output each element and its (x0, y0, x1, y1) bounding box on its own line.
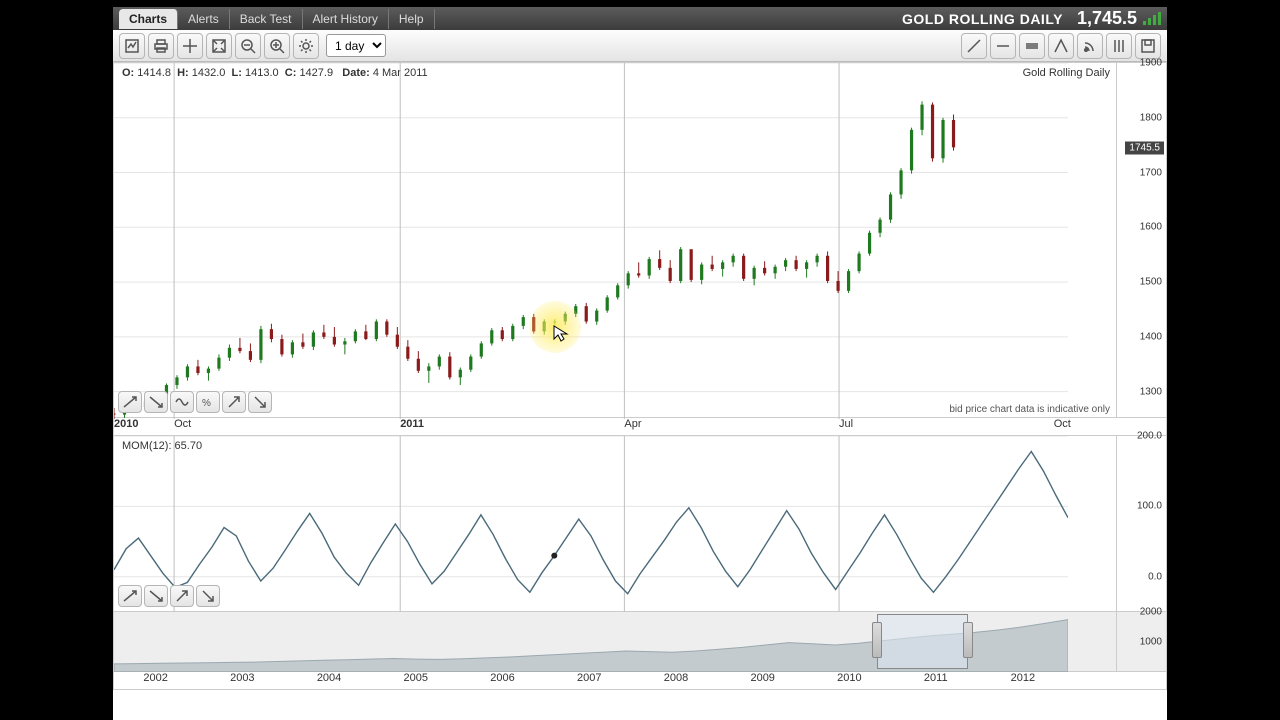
rss-icon[interactable] (1077, 33, 1103, 59)
arrow-se-icon[interactable] (248, 391, 272, 413)
momentum-yaxis: 0.0100.0200.0 (1116, 436, 1166, 611)
navigator-time-axis: 2002 2003 2004 2005 2006 2007 2008 2009 2010 2011… (113, 672, 1167, 690)
ytick: 1800 (1140, 112, 1162, 123)
xlabel: Apr (624, 418, 641, 430)
ytick: 1000 (1140, 637, 1162, 648)
arrow-se-icon[interactable] (196, 585, 220, 607)
navigator-grip-left[interactable] (872, 622, 882, 658)
price-mini-tools: % (118, 391, 272, 413)
navigator-grip-right[interactable] (963, 622, 973, 658)
nav-tab-alert-history[interactable]: Alert History (303, 9, 389, 29)
chart-area: O: 1414.8 H: 1432.0 L: 1413.0 C: 1427.9 … (113, 62, 1167, 720)
ytick: 0.0 (1148, 571, 1162, 582)
ytick: 1400 (1140, 331, 1162, 342)
nav-tab-charts[interactable]: Charts (119, 9, 178, 29)
ytick: 1900 (1140, 58, 1162, 69)
price-tag: 1745.5 (1125, 141, 1164, 154)
momentum-mini-tools (118, 585, 220, 607)
app-window: ChartsAlertsBack TestAlert HistoryHelp G… (113, 7, 1167, 720)
nav-tab-alerts[interactable]: Alerts (178, 9, 230, 29)
ytick: 200.0 (1137, 431, 1162, 442)
xlabel: Oct (174, 418, 191, 430)
channel-icon[interactable] (1019, 33, 1045, 59)
trend-down-icon[interactable] (144, 585, 168, 607)
navigator-window[interactable] (877, 614, 968, 669)
ytick: 1500 (1140, 277, 1162, 288)
momentum-panel[interactable]: MOM(12): 65.70 0.0100.0200.0 (113, 436, 1167, 612)
nav-year: 2012 (1011, 672, 1035, 684)
arrow-ne-icon[interactable] (170, 585, 194, 607)
toolbar: 1 day (113, 30, 1167, 62)
svg-text:%: % (202, 398, 211, 409)
nav-year: 2004 (317, 672, 341, 684)
ytick: 100.0 (1137, 501, 1162, 512)
xlabel: Oct (1054, 418, 1071, 430)
nav-tab-back-test[interactable]: Back Test (230, 9, 303, 29)
zoom-out-icon[interactable] (235, 33, 261, 59)
signal-bars-icon (1143, 12, 1161, 25)
trend-down-icon[interactable] (144, 391, 168, 413)
xlabel: 2011 (400, 418, 424, 430)
price-time-axis: 2010 Oct 2011 Apr Jul Oct (113, 418, 1167, 436)
fit-icon[interactable] (206, 33, 232, 59)
chart-icon[interactable] (119, 33, 145, 59)
nav-tab-help[interactable]: Help (389, 9, 435, 29)
nav-year: 2009 (750, 672, 774, 684)
ticker-name: GOLD ROLLING DAILY (902, 11, 1063, 27)
ytick: 1300 (1140, 386, 1162, 397)
hline-icon[interactable] (990, 33, 1016, 59)
gear-icon[interactable] (293, 33, 319, 59)
ticker-price: 1,745.5 (1077, 8, 1137, 29)
trend-up-icon[interactable] (118, 391, 142, 413)
save-icon[interactable] (1135, 33, 1161, 59)
columns-icon[interactable] (1106, 33, 1132, 59)
nav-year: 2005 (404, 672, 428, 684)
price-yaxis: 13001400150016001700180019001745.5 (1116, 63, 1166, 417)
nav-year: 2002 (143, 672, 167, 684)
nav-year: 2011 (924, 672, 948, 684)
zoom-in-icon[interactable] (264, 33, 290, 59)
navigator-panel[interactable]: 10002000 (113, 612, 1167, 672)
ytick: 1600 (1140, 222, 1162, 233)
price-chart-panel[interactable]: O: 1414.8 H: 1432.0 L: 1413.0 C: 1427.9 … (113, 62, 1167, 418)
fib-icon[interactable] (1048, 33, 1074, 59)
nav-tabs: ChartsAlertsBack TestAlert HistoryHelp (119, 9, 435, 29)
navigator-yaxis: 10002000 (1116, 612, 1166, 671)
ytick: 2000 (1140, 607, 1162, 618)
nav-year: 2007 (577, 672, 601, 684)
timeframe-select[interactable]: 1 day (326, 34, 386, 57)
nav-year: 2010 (837, 672, 861, 684)
nav-year: 2008 (664, 672, 688, 684)
xlabel: Jul (839, 418, 853, 430)
arrow-ne-icon[interactable] (222, 391, 246, 413)
nav-year: 2006 (490, 672, 514, 684)
percent-icon[interactable]: % (196, 391, 220, 413)
ytick: 1700 (1140, 167, 1162, 178)
print-icon[interactable] (148, 33, 174, 59)
oscillator-icon[interactable] (170, 391, 194, 413)
line-icon[interactable] (961, 33, 987, 59)
nav-year: 2003 (230, 672, 254, 684)
crosshair-icon[interactable] (177, 33, 203, 59)
momentum-svg (114, 436, 1068, 612)
price-svg (114, 63, 1068, 419)
header-bar: ChartsAlertsBack TestAlert HistoryHelp G… (113, 7, 1167, 30)
trend-up-icon[interactable] (118, 585, 142, 607)
xlabel: 2010 (114, 418, 138, 430)
